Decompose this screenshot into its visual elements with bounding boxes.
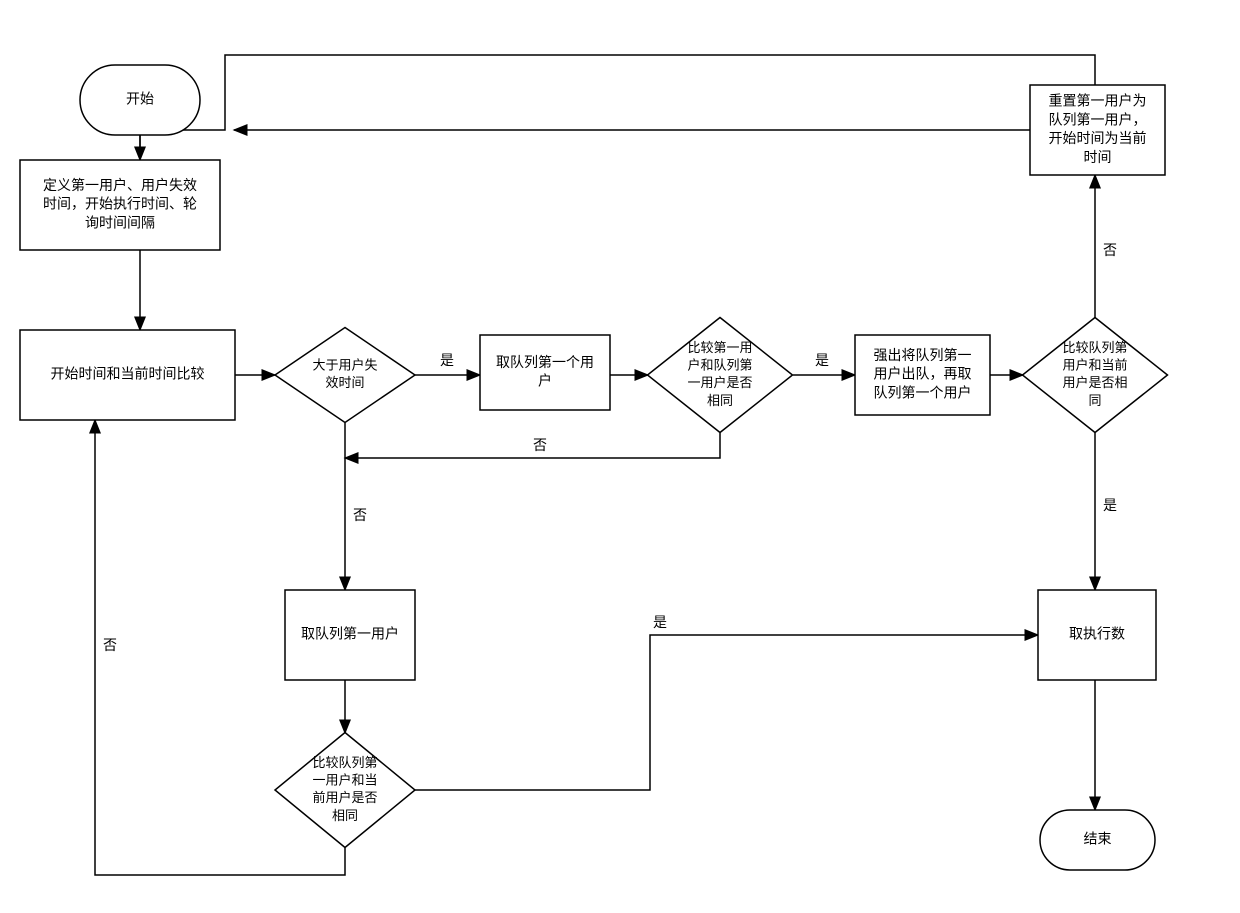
svg-text:用户出队，再取: 用户出队，再取 [874,366,972,382]
svg-text:重置第一用户为: 重置第一用户为 [1049,92,1147,108]
svg-text:比较队列第: 比较队列第 [312,755,377,770]
svg-text:开始时间为当前: 开始时间为当前 [1049,130,1147,146]
svg-text:时间，开始执行时间、轮: 时间，开始执行时间、轮 [43,196,197,212]
svg-text:相同: 相同 [707,393,733,408]
svg-text:是: 是 [653,614,667,630]
svg-text:相同: 相同 [332,808,358,823]
svg-text:时间: 时间 [1084,149,1112,165]
svg-text:询时间间隔: 询时间间隔 [85,215,155,231]
svg-text:比较第一用: 比较第一用 [687,340,752,355]
svg-text:取执行数: 取执行数 [1069,626,1125,642]
svg-text:开始时间和当前时间比较: 开始时间和当前时间比较 [51,366,205,382]
svg-text:取队列第一用户: 取队列第一用户 [301,626,399,642]
svg-text:用户是否相: 用户是否相 [1062,375,1127,390]
svg-text:户: 户 [538,373,552,389]
svg-text:是: 是 [815,352,829,368]
svg-text:否: 否 [353,507,367,523]
svg-text:用户和当前: 用户和当前 [1062,358,1127,373]
flowchart-diagram: 是是否是否否是否开始定义第一用户、用户失效时间，开始执行时间、轮询时间间隔开始时… [0,0,1240,913]
svg-text:开始: 开始 [126,91,154,107]
svg-text:一用户和当: 一用户和当 [312,773,377,788]
svg-text:否: 否 [103,637,117,653]
svg-text:是: 是 [1103,497,1117,513]
svg-text:队列第一个用户: 队列第一个用户 [874,385,972,401]
svg-text:否: 否 [1103,242,1117,258]
svg-text:取队列第一个用: 取队列第一个用 [496,354,594,370]
svg-text:是: 是 [440,352,454,368]
svg-text:比较队列第: 比较队列第 [1062,340,1127,355]
svg-text:否: 否 [533,437,547,453]
svg-text:大于用户失: 大于用户失 [312,358,377,373]
svg-text:结束: 结束 [1084,831,1112,847]
svg-text:一用户是否: 一用户是否 [687,375,752,390]
svg-text:强出将队列第一: 强出将队列第一 [874,347,972,363]
svg-text:同: 同 [1088,393,1101,408]
svg-text:队列第一用户，: 队列第一用户， [1049,111,1147,127]
svg-text:定义第一用户、用户失效: 定义第一用户、用户失效 [43,177,197,193]
svg-text:户和队列第: 户和队列第 [687,358,752,373]
svg-text:前用户是否: 前用户是否 [312,790,377,805]
svg-text:效时间: 效时间 [325,375,364,390]
